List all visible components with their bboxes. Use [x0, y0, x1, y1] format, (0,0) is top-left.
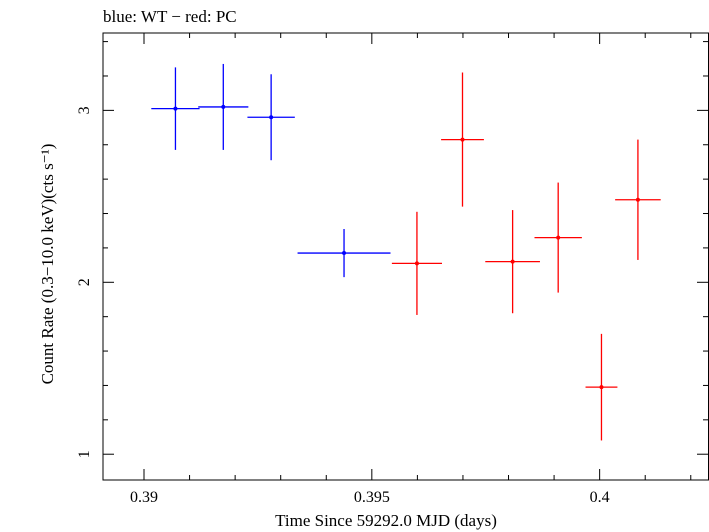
tick-labels: 0.39 0.395 0.4 1 2 3 [76, 106, 610, 506]
point-marker [510, 259, 515, 264]
data-points [151, 63, 661, 441]
data-point [247, 74, 295, 161]
y-tick-label: 3 [76, 106, 93, 114]
chart-title: blue: WT − red: PC [103, 7, 237, 26]
data-point [615, 139, 661, 260]
data-point [534, 182, 582, 293]
point-marker [599, 385, 604, 390]
series-wt [151, 63, 391, 278]
axis-ticks [103, 33, 708, 480]
point-marker [460, 137, 465, 142]
point-marker [635, 197, 640, 202]
data-point [151, 67, 200, 150]
x-tick-label: 0.39 [130, 489, 158, 506]
y-axis-label: Count Rate (0.3−10.0 keV)(cts s⁻¹) [38, 144, 57, 385]
data-point [198, 63, 249, 150]
point-marker [221, 104, 226, 109]
x-tick-label: 0.395 [354, 489, 390, 506]
data-point [391, 211, 442, 315]
point-marker [342, 251, 347, 256]
y-tick-label: 1 [76, 450, 93, 458]
point-marker [173, 106, 178, 111]
x-tick-label: 0.4 [590, 489, 610, 506]
data-point [485, 210, 540, 314]
plot-frame [102, 32, 709, 481]
data-point [585, 333, 618, 441]
point-marker [414, 261, 419, 266]
x-axis-label: Time Since 59292.0 MJD (days) [275, 511, 497, 530]
data-point [441, 72, 484, 207]
data-point [297, 228, 391, 278]
series-pc [391, 72, 661, 441]
point-marker [269, 115, 274, 120]
y-tick-label: 2 [76, 278, 93, 286]
point-marker [556, 235, 561, 240]
